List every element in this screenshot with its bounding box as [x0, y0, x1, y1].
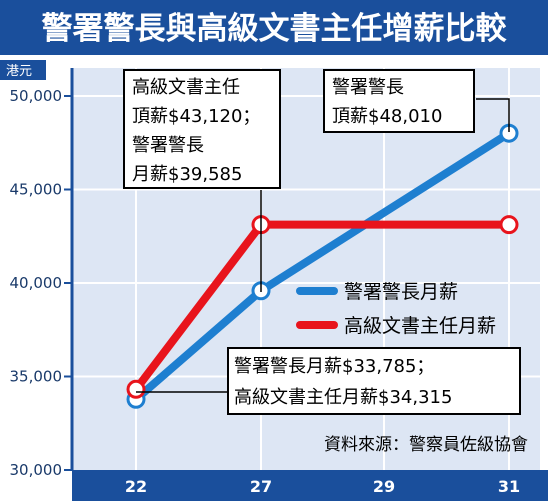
- annotation-1: 高級文書主任 頂薪$43,120； 警署警長 月薪$39,585: [123, 69, 281, 292]
- annotation-2-line-1: 警署警長: [332, 77, 404, 98]
- annotation-1-box: [123, 69, 281, 189]
- x-tick-label-2: 29: [373, 477, 395, 496]
- x-axis-bar: [72, 470, 548, 501]
- annotation-3-line-1: 警署警長月薪$33,785；: [234, 356, 434, 377]
- y-axis-bar: [0, 60, 72, 476]
- x-ticks: 22 27 29 31: [125, 477, 520, 496]
- legend: 警署警長月薪 高級文書主任月薪: [296, 281, 496, 337]
- series-1-point-2: [499, 215, 519, 235]
- source-note: 資料來源：警察員佐級協會: [324, 435, 528, 455]
- legend-label-officer: 高級文書主任月薪: [344, 315, 496, 337]
- annotation-2-box: [323, 69, 475, 133]
- annotation-1-line-1: 高級文書主任: [132, 77, 240, 98]
- annotation-3-line-2: 高級文書主任月薪$34,315: [234, 387, 452, 408]
- unit-label: 港元: [6, 64, 32, 79]
- annotation-1-line-3: 警署警長: [132, 135, 204, 156]
- y-tick-label-1: 35,000: [10, 368, 63, 386]
- y-tick-label-3: 45,000: [10, 181, 63, 199]
- y-tick-label-2: 40,000: [10, 274, 63, 292]
- y-tick-label-0: 30,000: [10, 461, 63, 479]
- chart-title: 警署警長與高級文書主任增薪比較: [42, 11, 508, 47]
- x-tick-label-3: 31: [498, 477, 520, 496]
- title-bar: [0, 0, 548, 55]
- annotation-2-line-2: 頂薪$48,010: [332, 106, 442, 127]
- annotation-2-leader: [476, 98, 510, 132]
- y-ticks: 30,000 35,000 40,000 45,000 50,000: [10, 87, 72, 479]
- annotation-3: 警署警長月薪$33,785； 高級文書主任月薪$34,315: [136, 347, 521, 415]
- series-1-point-0: [126, 379, 146, 399]
- x-tick-label-1: 27: [250, 477, 272, 496]
- annotation-1-line-4: 月薪$39,585: [132, 164, 242, 185]
- x-tick-label-0: 22: [125, 477, 147, 496]
- annotation-2: 警署警長 頂薪$48,010: [323, 69, 510, 133]
- legend-label-sergeant: 警署警長月薪: [344, 281, 458, 303]
- annotation-3-box: [227, 347, 521, 415]
- y-tick-label-4: 50,000: [10, 87, 63, 105]
- annotation-1-line-2: 頂薪$43,120；: [132, 106, 260, 127]
- unit-label-box: [0, 60, 46, 80]
